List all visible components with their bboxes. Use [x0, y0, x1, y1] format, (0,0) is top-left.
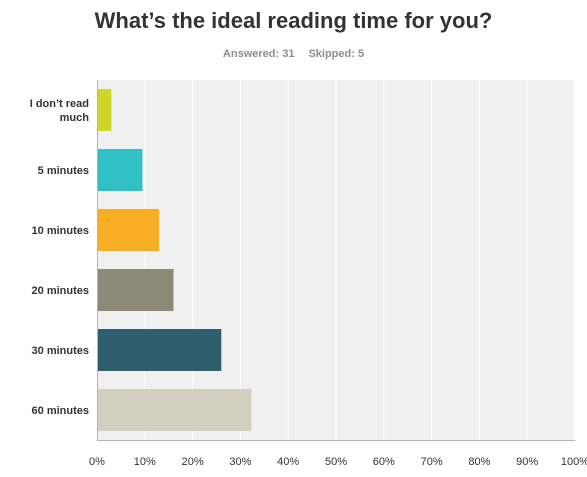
x-tick-label: 60%	[373, 456, 395, 468]
x-tick-label: 50%	[325, 456, 347, 468]
bar	[98, 269, 174, 311]
x-tick-label: 40%	[277, 456, 299, 468]
x-tick-label: 70%	[421, 456, 443, 468]
x-tick-label: 90%	[516, 456, 538, 468]
category-label: 30 minutes	[32, 345, 89, 357]
skipped-count: Skipped: 5	[308, 48, 365, 60]
bar	[98, 209, 160, 251]
x-tick-label: 80%	[468, 456, 490, 468]
category-label: 60 minutes	[32, 405, 89, 417]
bar	[98, 89, 112, 131]
x-tick-label: 20%	[182, 456, 204, 468]
category-label: 5 minutes	[38, 165, 89, 177]
chart-title: What’s the ideal reading time for you?	[94, 8, 493, 33]
bar	[98, 389, 252, 431]
category-label: I don’t read much	[30, 98, 90, 124]
x-tick-label: 0%	[89, 456, 105, 468]
x-tick-label: 100%	[561, 456, 587, 468]
answered-count: Answered: 31	[222, 48, 295, 60]
x-tick-label: 10%	[134, 456, 156, 468]
category-label: 20 minutes	[32, 285, 89, 297]
bar	[98, 329, 222, 371]
response-stats: Answered: 31 Skipped: 5	[0, 48, 587, 60]
category-label: 10 minutes	[32, 225, 89, 237]
x-tick-label: 30%	[229, 456, 251, 468]
bar	[98, 149, 143, 191]
